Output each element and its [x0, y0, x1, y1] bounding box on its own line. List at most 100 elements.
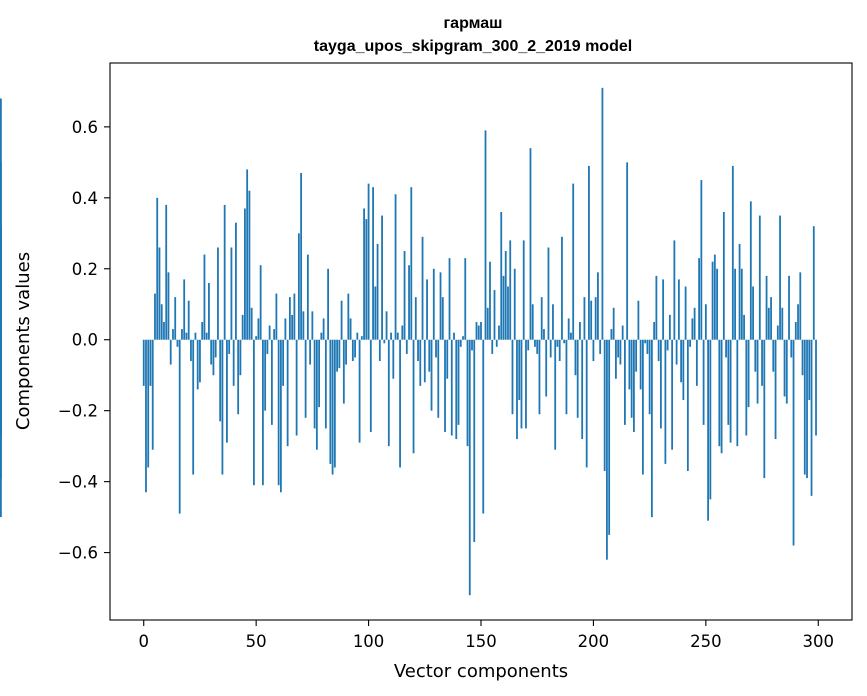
bar-12 — [169, 339, 172, 365]
bar-171 — [527, 339, 530, 351]
bar-46 — [246, 169, 249, 340]
y-axis-label: Components values — [13, 252, 34, 430]
bar-16 — [178, 339, 181, 514]
bar-26 — [201, 321, 204, 340]
bar-293 — [801, 339, 804, 376]
bar-237 — [675, 339, 678, 365]
bar-109 — [387, 339, 390, 447]
bar-188 — [565, 339, 568, 415]
bar-33 — [217, 247, 219, 340]
x-tick-label: 200 — [578, 632, 610, 651]
bar-292 — [799, 272, 802, 340]
bar-168 — [520, 339, 523, 429]
bar-21 — [190, 339, 192, 362]
bar-277 — [765, 275, 768, 340]
bar-97 — [360, 336, 363, 340]
bar-233 — [666, 339, 669, 351]
bar-254 — [713, 254, 716, 340]
bar-56 — [268, 325, 271, 340]
bar-8 — [160, 304, 163, 340]
bar-294 — [803, 339, 806, 475]
x-axis-label: Vector components — [394, 661, 568, 682]
y-tick-label: 0.2 — [72, 260, 98, 279]
bar-189 — [567, 318, 570, 340]
bar-107 — [383, 339, 386, 344]
bar-210 — [615, 339, 617, 379]
bar-275 — [761, 339, 763, 386]
bar-253 — [711, 261, 714, 340]
bar-154 — [489, 261, 491, 340]
bar-133 — [441, 297, 444, 340]
bar-25 — [199, 339, 201, 383]
bar-164 — [511, 339, 514, 415]
bar-172 — [529, 148, 532, 340]
bar-250 — [704, 304, 707, 340]
bar-146 — [471, 339, 473, 351]
bar-222 — [641, 339, 644, 475]
bar-297 — [810, 339, 813, 496]
bar-170 — [525, 339, 527, 429]
bar-117 — [405, 339, 408, 354]
bar-192 — [574, 339, 577, 376]
bar-278 — [767, 307, 770, 340]
y-tick-label: −0.4 — [58, 473, 98, 492]
bar-131 — [437, 339, 440, 418]
bar-229 — [657, 339, 660, 362]
bar-105 — [378, 339, 381, 362]
bar-32 — [214, 339, 217, 358]
bar-157 — [495, 339, 498, 347]
bar-69 — [297, 233, 300, 340]
bar-183 — [554, 339, 557, 450]
bar-284 — [781, 307, 784, 340]
bar-261 — [729, 339, 732, 443]
bar-74 — [309, 339, 312, 365]
bar-17 — [181, 329, 183, 340]
bar-256 — [718, 339, 721, 447]
bar-137 — [450, 339, 453, 436]
bar-289 — [792, 339, 795, 546]
bar-128 — [430, 339, 433, 411]
bar-207 — [608, 339, 611, 535]
bar-59 — [275, 293, 278, 340]
bar-18 — [183, 279, 186, 340]
bar-158 — [498, 325, 500, 340]
bar-75 — [311, 311, 314, 340]
bar-87 — [338, 339, 341, 369]
bar-20 — [187, 300, 190, 340]
bar-99 — [365, 219, 368, 340]
bar-201 — [594, 297, 597, 340]
bar-282 — [776, 325, 779, 340]
bar-143 — [464, 258, 467, 340]
bar-37 — [226, 339, 228, 443]
bar-100 — [367, 183, 370, 340]
bar-31 — [212, 339, 215, 376]
bar-139 — [455, 339, 458, 440]
bar-243 — [689, 339, 692, 347]
bar-13 — [172, 329, 174, 340]
y-tick-label: 0.4 — [72, 189, 98, 208]
bar-101 — [369, 339, 372, 432]
bar-288 — [790, 339, 793, 358]
bar-202 — [597, 272, 599, 340]
bar-220 — [637, 300, 640, 340]
bar-129 — [432, 268, 435, 340]
bar-41 — [235, 222, 237, 340]
bar-60 — [277, 339, 280, 486]
bar-64 — [286, 339, 289, 447]
bar-285 — [783, 339, 786, 397]
bar-71 — [302, 311, 305, 340]
bars-group — [0, 87, 817, 596]
bar-234 — [668, 314, 671, 340]
bar-72 — [304, 339, 307, 418]
bar-4 — [151, 339, 154, 450]
bar-91 — [347, 293, 350, 340]
bar-78 — [318, 339, 321, 408]
bar-185 — [558, 339, 561, 362]
bar-162 — [507, 286, 509, 340]
bar-9 — [163, 321, 165, 340]
bar-135 — [446, 339, 449, 379]
bar-209 — [612, 307, 615, 340]
bar-44 — [241, 314, 244, 340]
bar-63 — [284, 318, 287, 340]
bar-86 — [336, 339, 338, 372]
